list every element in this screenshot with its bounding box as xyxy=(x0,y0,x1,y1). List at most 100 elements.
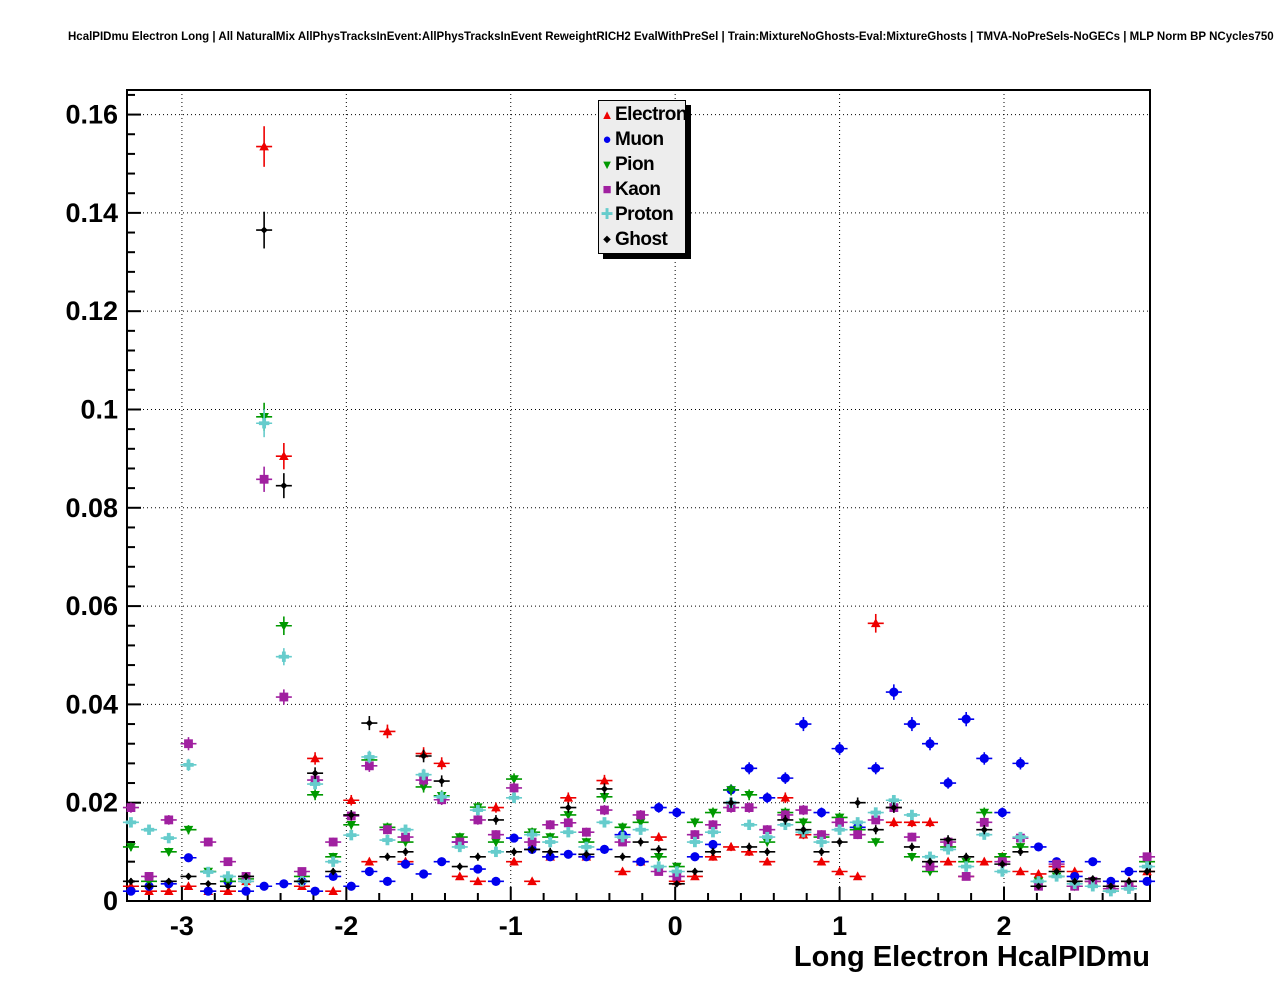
data-point-marker xyxy=(1107,882,1115,890)
data-point-marker xyxy=(835,838,844,846)
data-point-marker xyxy=(403,824,408,835)
y-tick-label: 0.16 xyxy=(65,100,118,130)
data-point-marker xyxy=(298,877,306,885)
data-point-marker xyxy=(711,826,715,838)
data-point-marker xyxy=(1106,876,1116,886)
data-point-marker xyxy=(762,793,772,803)
data-point-marker xyxy=(943,778,953,788)
data-point-marker xyxy=(854,799,862,807)
data-point-marker xyxy=(602,817,607,828)
data-point-marker xyxy=(979,817,989,827)
data-point-marker xyxy=(244,876,248,887)
data-point-marker xyxy=(164,815,174,825)
data-point-marker xyxy=(382,876,393,886)
data-point-marker xyxy=(457,841,462,853)
data-point-marker xyxy=(530,829,535,840)
data-point-marker xyxy=(491,876,501,886)
data-point-marker xyxy=(527,876,537,886)
data-point-marker xyxy=(765,831,770,843)
data-point-marker xyxy=(456,862,464,871)
data-point-marker xyxy=(964,861,969,872)
data-point-marker xyxy=(473,876,483,886)
data-point-marker xyxy=(281,651,286,662)
ghost-marker-icon: ◆ xyxy=(603,233,611,245)
data-point-marker xyxy=(1015,843,1026,852)
data-point-marker xyxy=(928,851,932,862)
data-point-marker xyxy=(563,849,573,859)
data-point-marker xyxy=(726,841,736,851)
data-point-marker xyxy=(762,838,773,848)
data-point-marker xyxy=(279,692,289,702)
data-point-marker xyxy=(383,853,392,861)
data-point-marker xyxy=(328,837,338,847)
legend-item-electron: ▲ Electron xyxy=(599,102,688,127)
data-point-marker xyxy=(226,871,230,882)
data-point-marker xyxy=(223,886,233,895)
data-point-marker xyxy=(545,852,555,862)
plot-frame xyxy=(126,89,1151,902)
data-point-marker xyxy=(599,792,610,802)
data-point-marker xyxy=(837,824,842,835)
data-point-marker xyxy=(653,852,664,862)
x-tick-label: 0 xyxy=(668,911,683,941)
data-point-marker xyxy=(421,769,426,780)
data-point-marker xyxy=(438,777,446,785)
data-point-marker xyxy=(834,744,845,754)
data-point-marker xyxy=(747,819,752,831)
data-point-marker xyxy=(635,818,646,828)
data-point-marker xyxy=(1000,866,1005,877)
data-point-marker xyxy=(163,886,174,895)
data-point-marker xyxy=(385,834,390,846)
data-point-marker xyxy=(126,886,136,896)
data-point-marker xyxy=(910,809,914,821)
data-point-marker xyxy=(491,838,501,848)
x-tick-label: -3 xyxy=(170,911,194,941)
data-point-marker xyxy=(890,804,898,812)
data-point-marker xyxy=(437,857,447,867)
data-point-marker xyxy=(599,844,610,854)
data-point-marker xyxy=(241,886,251,896)
data-point-marker xyxy=(653,832,664,841)
data-point-marker xyxy=(1052,859,1062,869)
x-tick-label: 2 xyxy=(996,911,1011,941)
data-point-marker xyxy=(780,792,791,802)
data-point-marker xyxy=(925,817,935,827)
data-point-marker xyxy=(512,792,516,803)
data-point-marker xyxy=(853,830,863,840)
data-point-marker xyxy=(509,833,519,843)
x-tick-label: -2 xyxy=(334,911,358,941)
data-point-marker xyxy=(1053,867,1061,876)
data-point-marker xyxy=(835,817,844,827)
data-point-marker xyxy=(223,877,233,887)
data-point-marker xyxy=(1033,868,1044,878)
data-point-marker xyxy=(870,618,881,628)
data-point-marker xyxy=(206,866,211,878)
data-point-marker xyxy=(690,871,700,881)
data-point-marker xyxy=(328,886,338,895)
data-point-marker xyxy=(126,843,136,852)
data-point-marker xyxy=(673,880,681,888)
data-point-marker xyxy=(925,862,935,871)
data-point-marker xyxy=(166,832,171,844)
data-point-marker xyxy=(744,791,754,800)
data-point-marker xyxy=(946,844,950,855)
legend-item-proton: ✚ Proton xyxy=(599,202,685,227)
data-point-marker xyxy=(419,869,429,879)
data-point-marker xyxy=(780,810,790,820)
data-point-marker xyxy=(582,850,590,858)
legend-label: Kaon xyxy=(615,178,661,200)
plot-title: HcalPIDmu Electron Long | All NaturalMix… xyxy=(68,31,1276,43)
data-point-marker xyxy=(783,819,788,831)
muon-marker-icon: ● xyxy=(602,131,612,148)
data-point-marker xyxy=(870,838,881,848)
data-point-marker xyxy=(708,839,718,850)
data-point-marker xyxy=(147,824,151,835)
data-point-marker xyxy=(871,815,881,825)
data-point-marker xyxy=(763,848,771,856)
data-point-marker xyxy=(744,846,754,856)
data-point-marker xyxy=(224,882,232,890)
data-point-marker xyxy=(347,811,355,819)
data-point-marker xyxy=(1015,866,1026,876)
legend-item-muon: ● Muon xyxy=(599,127,685,152)
